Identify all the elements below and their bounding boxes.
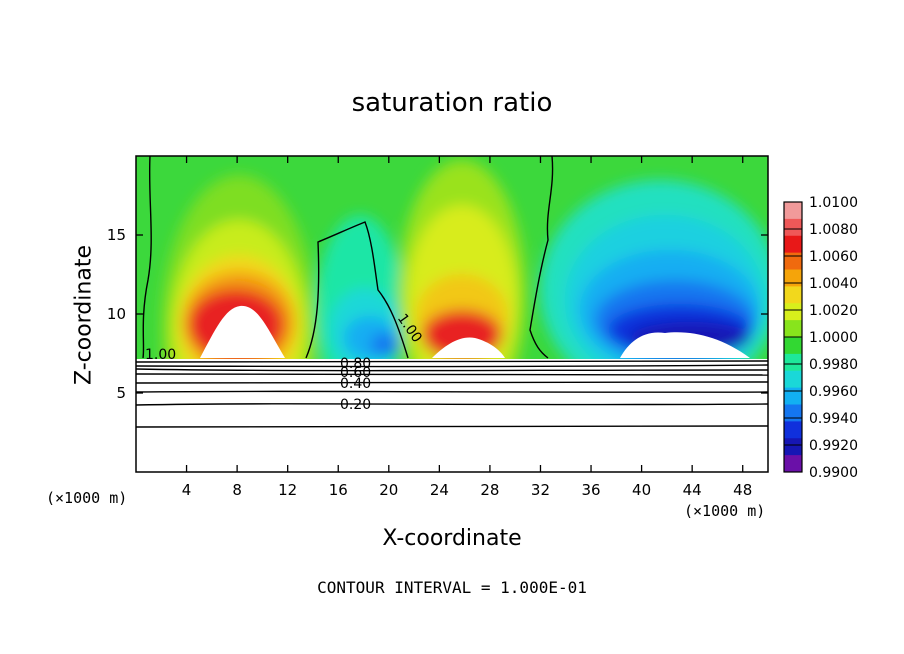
colorbar-label: 1.0000	[809, 330, 858, 346]
x-tick-label: 40	[632, 481, 651, 499]
colorbar: 1.0100 1.0080 1.0060 1.0040 1.0020 1.0000 0.99…	[783, 195, 858, 481]
x-tick-label: 44	[683, 481, 702, 499]
colorbar-label: 0.9940	[809, 411, 858, 427]
colorbar-swatch	[784, 438, 802, 456]
y-tick-label: 15	[107, 226, 126, 244]
y-tick-label: 5	[116, 384, 126, 402]
colorbar-swatch	[784, 202, 802, 220]
x-axis-ticks: 4 8 12 16 20 24 28 32 36 40 44 48	[182, 156, 752, 499]
x-tick-label: 8	[232, 481, 242, 499]
colorbar-swatch	[784, 235, 802, 254]
x-tick-label: 12	[278, 481, 297, 499]
colorbar-label: 0.9920	[809, 438, 858, 454]
y-axis-ticks: 5 10 15	[107, 226, 768, 402]
y-axis-label: Z-coordinate	[71, 245, 97, 385]
colorbar-label: 0.9960	[809, 384, 858, 400]
colorbar-label: 1.0080	[809, 222, 858, 238]
saturation-field	[136, 156, 768, 472]
contour-lines	[136, 156, 768, 428]
chart-title: saturation ratio	[351, 88, 553, 118]
colorbar-swatch	[784, 353, 802, 372]
colorbar-swatch	[784, 455, 802, 473]
colorbar-label: 1.0060	[809, 249, 858, 265]
colorbar-swatch	[784, 387, 802, 405]
x-tick-label: 24	[430, 481, 449, 499]
colorbar-swatch	[784, 286, 802, 304]
contour-label: 0.20	[340, 397, 371, 413]
contour-interval-note: CONTOUR INTERVAL = 1.000E-01	[317, 578, 587, 597]
x-tick-label: 4	[182, 481, 192, 499]
colorbar-swatch	[784, 404, 802, 422]
colorbar-label: 1.0100	[809, 195, 858, 211]
x-tick-label: 28	[480, 481, 499, 499]
x-tick-label: 20	[379, 481, 398, 499]
contour-label: 0.60	[340, 365, 371, 381]
colorbar-swatch	[784, 303, 802, 321]
colorbar-label: 0.9900	[809, 465, 858, 481]
contour-label: 0.80	[340, 356, 371, 372]
colorbar-label: 0.9980	[809, 357, 858, 373]
colorbar-swatch	[784, 218, 802, 237]
y-tick-label: 10	[107, 305, 126, 323]
contour-label: 0.40	[340, 376, 371, 392]
colorbar-swatch	[784, 269, 802, 287]
x-unit-label-left: (×1000 m)	[46, 489, 128, 507]
colorbar-swatch	[784, 252, 802, 270]
colorbar-swatch	[784, 320, 802, 338]
x-tick-label: 16	[329, 481, 348, 499]
x-axis-label: X-coordinate	[382, 526, 522, 551]
x-unit-label-right: (×1000 m)	[684, 502, 766, 520]
x-tick-label: 48	[733, 481, 752, 499]
colorbar-swatch	[784, 370, 802, 389]
contour-label: 1.00	[145, 347, 176, 363]
colorbar-swatch	[784, 421, 802, 439]
colorbar-swatch	[784, 337, 802, 355]
colorbar-label: 1.0020	[809, 303, 858, 319]
colorbar-label: 1.0040	[809, 276, 858, 292]
x-tick-label: 32	[531, 481, 550, 499]
x-tick-label: 36	[581, 481, 600, 499]
